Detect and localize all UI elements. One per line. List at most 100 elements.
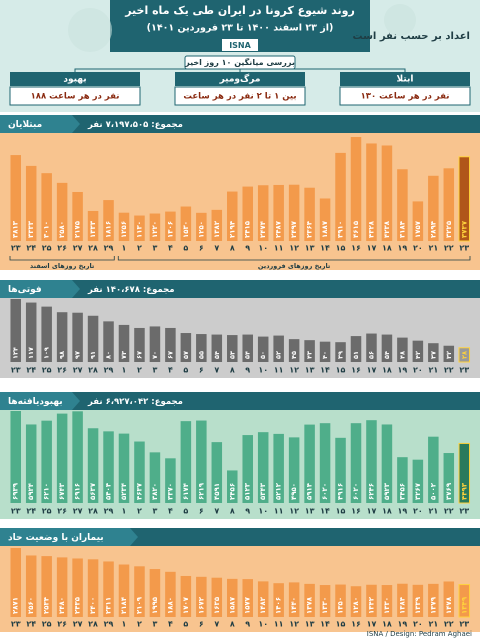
value-label: ۶۲۴۶ (367, 483, 375, 500)
x-tick-label: ۶ (199, 366, 204, 375)
value-label: ۶۹۱۶ (74, 483, 82, 500)
value-label: ۲۸۹۴ (429, 220, 437, 238)
value-label: ۷۳ (120, 351, 128, 359)
value-label: ۲۵۳۴ (43, 596, 51, 614)
bar (165, 571, 176, 617)
x-tick-label: ۱۶ (351, 244, 361, 253)
x-tick-label: ۵ (183, 366, 188, 375)
bar (458, 442, 471, 504)
x-tick-label: ۱۸ (382, 620, 392, 629)
bar (10, 299, 21, 362)
value-label: ۱۵۷۷ (244, 596, 252, 614)
bar (118, 564, 130, 617)
bar (103, 431, 114, 503)
bar (443, 453, 455, 503)
x-tick-label: ۲۴ (26, 620, 36, 629)
value-label: ۳۳۳۳ (27, 220, 35, 238)
value-label: ۲۴۹۷ (290, 220, 298, 238)
x-tick-label: ۱۳ (305, 507, 315, 516)
panel-background (0, 392, 480, 519)
bar (196, 334, 207, 362)
value-label: ۹۱ (89, 351, 97, 359)
x-tick-label: ۵ (183, 507, 188, 516)
value-label: ۴۵۹۱ (213, 483, 221, 500)
value-label: ۵۶۳۷ (89, 482, 97, 500)
value-label: ۳۳۷۰ (166, 483, 174, 500)
bar (350, 586, 362, 617)
value-label: ۱۲۴ (12, 347, 20, 359)
bar (87, 315, 99, 362)
panel-title: بهبودیافته‌ها (8, 397, 63, 407)
value-label: ۲۳۱۱ (105, 597, 113, 614)
x-tick-label: ۱۰ (258, 366, 268, 375)
x-tick-label: ۹ (245, 244, 250, 253)
bar (118, 324, 130, 362)
x-tick-label: ۳ (152, 620, 157, 629)
x-tick-label: ۲۶ (57, 507, 67, 516)
x-tick-label: ۲۱ (428, 507, 438, 516)
x-tick-label: ۸ (230, 620, 235, 629)
footer-credit: ISNA / Design: Pedram Aghaei (367, 630, 472, 638)
value-label: ۳۸۱۳ (12, 220, 20, 238)
value-label: ۴۳۲۸ (367, 220, 375, 238)
panel-total: مجموع: ۶،۹۲۷،۰۴۲ نفر (87, 397, 183, 407)
x-tick-label: ۱۵ (336, 366, 346, 375)
bar (10, 548, 21, 617)
value-label: ۴۹۵۰ (290, 483, 298, 500)
bar (134, 566, 145, 617)
x-tick-label: ۲۹ (104, 507, 114, 516)
bar (211, 577, 223, 617)
bar (165, 327, 176, 362)
bar (25, 165, 37, 241)
bar (242, 186, 253, 241)
x-tick-label: ۲۸ (88, 366, 98, 375)
value-label: ۲۱۰۹ (135, 596, 143, 614)
summary-box-body (174, 86, 306, 106)
bar (25, 424, 37, 503)
value-label: ۵۹۱۴ (306, 482, 314, 500)
x-tick-label: ۲۶ (57, 366, 67, 375)
value-label: ۳۷۶۹ (445, 482, 453, 500)
bar (335, 152, 346, 241)
x-tick-label: ۹ (245, 366, 250, 375)
x-tick-label: ۲۵ (42, 244, 52, 253)
bar (10, 411, 21, 503)
x-tick-label: ۱۹ (398, 620, 408, 629)
value-label: ۴۲ (414, 351, 422, 359)
bar (134, 441, 145, 503)
value-label: ۴۲۳۸ (383, 220, 391, 238)
x-tick-label: ۱۴ (320, 620, 330, 629)
value-label: ۳۱۸۴ (398, 220, 406, 238)
bar (412, 340, 424, 362)
x-tick-label: ۲۱ (428, 244, 438, 253)
x-tick-label: ۱۷ (367, 244, 377, 253)
value-label: ۱۴۸۲ (259, 596, 267, 614)
x-tick-label: ۲۷ (73, 366, 83, 375)
value-label: ۲۴۷۴ (259, 220, 267, 238)
value-label: ۱۷۵۷ (414, 220, 422, 238)
value-label: ۶۷ (135, 351, 143, 359)
bar (227, 578, 238, 617)
bar (180, 421, 192, 503)
x-tick-label: ۱۰ (258, 507, 268, 516)
summary-box-header (175, 72, 305, 86)
panel-title-tab (0, 528, 138, 546)
value-label: ۳۹۱۰ (337, 221, 345, 238)
bar (257, 336, 269, 362)
x-tick-label: ۷ (214, 244, 219, 253)
x-tick-label: ۱۲ (289, 620, 299, 629)
value-label: ۱۴۰۶ (275, 597, 283, 614)
x-tick-label: ۳ (152, 366, 157, 375)
x-tick-label: ۲۷ (73, 244, 83, 253)
value-label: ۴۶۱۵ (352, 220, 360, 238)
x-tick-label: ۱۸ (382, 507, 392, 516)
bar (180, 575, 192, 617)
value-label: ۱۲۵۰ (197, 221, 205, 238)
bar (56, 413, 68, 503)
x-tick-label: ۱ (122, 507, 127, 516)
x-tick-label: ۱۵ (336, 620, 346, 629)
x-tick-label: ۲۸ (88, 620, 98, 629)
x-tick-label: ۴ (168, 366, 173, 375)
bar (242, 435, 253, 503)
